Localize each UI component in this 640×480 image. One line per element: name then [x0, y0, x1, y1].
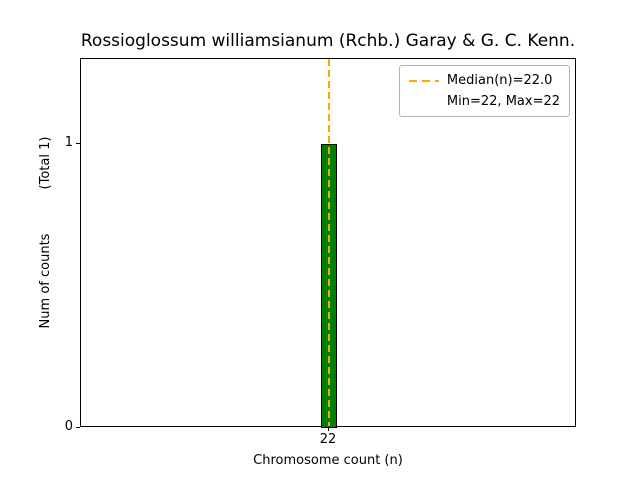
y-tick-mark [76, 143, 80, 145]
legend-entry-minmax: Min=22, Max=22 [409, 94, 560, 109]
x-axis-label: Chromosome count (n) [253, 453, 403, 468]
y-tick-mark [76, 427, 80, 428]
x-tick-label: 22 [319, 432, 337, 447]
y-tick-label: 1 [64, 135, 73, 151]
y-axis-total-note: (Total 1) [38, 136, 53, 190]
legend-minmax-label: Min=22, Max=22 [446, 94, 560, 109]
legend-entry-median: Median(n)=22.0 [408, 73, 560, 88]
median-line-legend-swatch [408, 79, 439, 82]
plot-area: Median(n)=22.0 Min=22, Max=22 [80, 58, 576, 428]
chart-title: Rossioglossum williamsianum (Rchb.) Gara… [80, 31, 576, 51]
y-tick-label: 0 [64, 419, 73, 434]
median-line [328, 59, 330, 426]
y-axis-label: Num of counts [38, 233, 53, 329]
legend-median-label: Median(n)=22.0 [446, 73, 553, 88]
x-tick-mark [327, 427, 329, 431]
legend: Median(n)=22.0 Min=22, Max=22 [398, 65, 570, 117]
legend-empty-swatch [409, 101, 439, 103]
